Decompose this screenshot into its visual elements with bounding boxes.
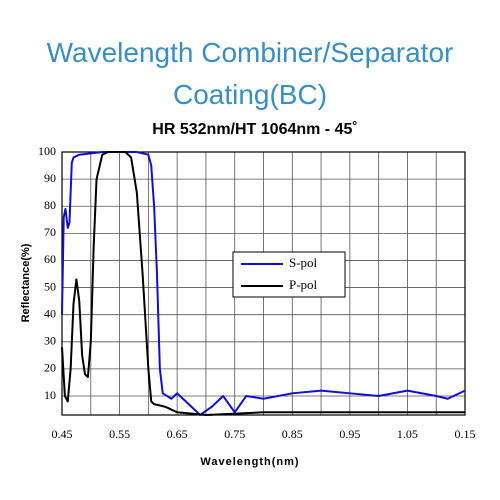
y-axis-label: Reflectance(%) <box>20 243 32 322</box>
legend-label: S-pol <box>289 255 318 270</box>
x-tick-label: 0.45 <box>52 427 73 441</box>
y-tick-label: 60 <box>44 252 56 266</box>
y-tick-label: 10 <box>44 388 56 402</box>
x-tick-label: 0.75 <box>224 427 245 441</box>
legend-label: P-pol <box>289 277 318 292</box>
y-tick-label: 100 <box>38 144 56 158</box>
y-tick-label: 30 <box>44 334 56 348</box>
y-tick-label: 80 <box>44 198 56 212</box>
chart-title: Wavelength Combiner/Separator Coating(BC… <box>46 37 454 110</box>
legend-box <box>232 251 346 298</box>
x-tick-label: 0.85 <box>282 427 303 441</box>
line-series <box>61 151 466 416</box>
y-tick-label: 90 <box>44 171 56 185</box>
x-tick-label: 0.15 <box>455 427 476 441</box>
y-tick-label: 40 <box>44 306 56 320</box>
chart-subtitle: HR 532nm/HT 1064nm - 45˚ <box>152 121 357 138</box>
x-tick-label: 0.95 <box>339 427 360 441</box>
line-series <box>61 151 465 416</box>
y-tick-label: 50 <box>44 279 56 293</box>
x-axis-label: Wavelength(nm) <box>200 456 299 468</box>
y-tick-label: 70 <box>44 225 56 239</box>
y-tick-label: 20 <box>44 361 56 375</box>
x-tick-label: 0.65 <box>167 427 188 441</box>
x-tick-label: 0.55 <box>109 427 130 441</box>
x-tick-label: 1.05 <box>397 427 418 441</box>
